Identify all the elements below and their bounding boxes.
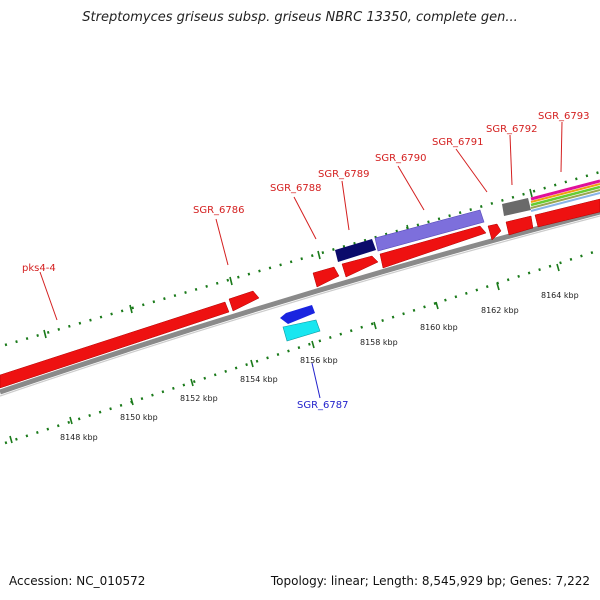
map-title: Streptomyces griseus subsp. griseus NBRC… <box>82 10 518 25</box>
feature-cyan[interactable] <box>282 319 321 342</box>
label-sgr-6789: SGR_6789 <box>318 169 370 180</box>
upper-features[interactable] <box>335 179 600 262</box>
genome-backbone <box>0 209 600 397</box>
label-pks4-4: pks4-4 <box>22 263 56 274</box>
inner-scale-labels: 8148 kbp 8150 kbp 8152 kbp 8154 kbp 8156… <box>60 291 579 442</box>
label-sgr-6788: SGR_6788 <box>270 183 322 194</box>
gene-labels-bottom: SGR_6787 <box>297 400 349 411</box>
feature-navy[interactable] <box>335 239 376 262</box>
top-strand-genes[interactable] <box>0 198 600 389</box>
gene-sgr-6792[interactable] <box>505 215 534 236</box>
outer-scale-track <box>4 170 600 347</box>
label-leader-lines-bottom <box>311 362 321 399</box>
scale-label: 8160 kbp <box>420 323 458 332</box>
feature-strip-magenta[interactable] <box>530 179 600 201</box>
gene-sgr-6790[interactable] <box>379 225 487 269</box>
feature-strip-orange[interactable] <box>530 183 600 203</box>
gene-sgr-6793[interactable] <box>534 198 600 228</box>
gene-sgr-6791[interactable] <box>487 223 502 241</box>
feature-strip-green[interactable] <box>530 185 600 207</box>
feature-strip-olive[interactable] <box>530 189 600 209</box>
scale-label: 8158 kbp <box>360 338 398 347</box>
scale-label: 8152 kbp <box>180 394 218 403</box>
scale-label: 8162 kbp <box>481 306 519 315</box>
label-leader-lines-top <box>39 121 563 321</box>
scale-label: 8150 kbp <box>120 413 158 422</box>
feature-lavender[interactable] <box>374 209 485 252</box>
gene-sgr-6788[interactable] <box>312 266 340 288</box>
gene-sgr-6788b[interactable] <box>341 255 379 278</box>
topology-summary-text: Topology: linear; Length: 8,545,929 bp; … <box>270 574 590 588</box>
gene-sgr-6787[interactable] <box>280 305 315 324</box>
label-sgr-6793: SGR_6793 <box>538 111 590 122</box>
gene-pks4-4[interactable] <box>0 301 230 389</box>
label-sgr-6787: SGR_6787 <box>297 400 349 411</box>
bottom-strand-features[interactable] <box>280 305 321 342</box>
feature-gray[interactable] <box>502 198 531 216</box>
scale-label: 8154 kbp <box>240 375 278 384</box>
label-sgr-6786: SGR_6786 <box>193 205 245 216</box>
label-sgr-6792: SGR_6792 <box>486 124 538 135</box>
label-sgr-6790: SGR_6790 <box>375 153 427 164</box>
label-sgr-6791: SGR_6791 <box>432 137 484 148</box>
gene-labels-top: pks4-4 SGR_6786 SGR_6788 SGR_6789 SGR_67… <box>22 111 590 274</box>
scale-label: 8164 kbp <box>541 291 579 300</box>
feature-strip-lightblue[interactable] <box>530 192 600 212</box>
scale-label: 8156 kbp <box>300 356 338 365</box>
inner-major-ticks <box>9 263 560 444</box>
scale-label: 8148 kbp <box>60 433 98 442</box>
accession-text: Accession: NC_010572 <box>9 574 146 588</box>
gene-sgr-6786[interactable] <box>228 290 260 312</box>
